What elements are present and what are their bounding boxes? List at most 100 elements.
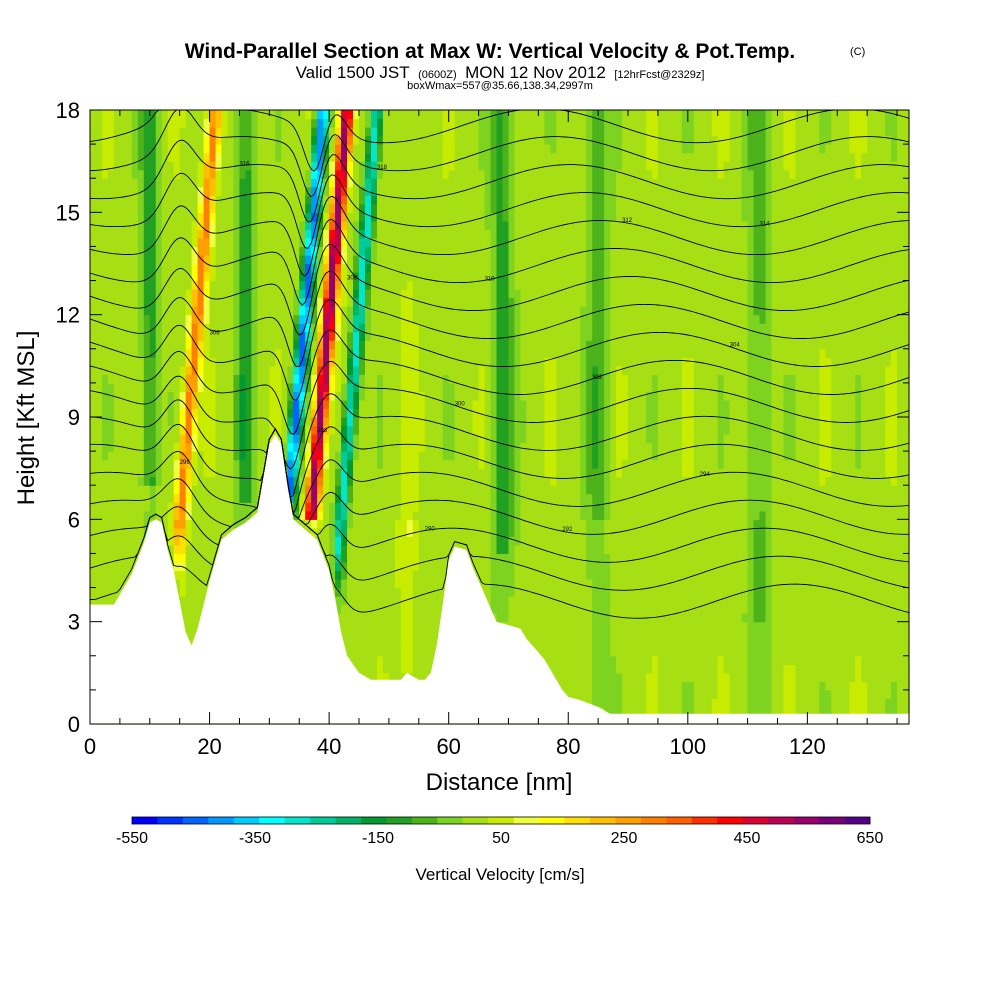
field-cell xyxy=(418,587,426,597)
field-cell xyxy=(412,621,420,631)
field-cell xyxy=(376,399,384,410)
field-cell xyxy=(376,161,384,171)
field-cell xyxy=(370,297,378,307)
field-cell xyxy=(418,186,426,196)
field-cell xyxy=(101,493,109,503)
field-cell xyxy=(263,297,270,307)
field-cell xyxy=(227,442,235,452)
field-cell xyxy=(442,314,450,324)
field-cell xyxy=(95,579,103,589)
field-cell xyxy=(472,195,480,205)
field-cell xyxy=(311,254,318,265)
field-cell xyxy=(406,365,414,375)
field-cell xyxy=(245,289,253,299)
field-cell xyxy=(107,476,115,486)
field-cell xyxy=(454,118,462,128)
field-cell xyxy=(394,451,402,461)
field-cell xyxy=(394,561,402,572)
field-cell xyxy=(359,451,366,461)
field-cell xyxy=(323,152,330,162)
field-cell xyxy=(364,638,372,648)
field-cell xyxy=(394,579,402,589)
field-cell xyxy=(149,272,157,282)
field-cell xyxy=(197,596,205,606)
field-cell xyxy=(472,510,480,520)
field-cell xyxy=(173,417,181,427)
field-cell xyxy=(341,544,348,555)
field-cell xyxy=(161,144,169,154)
field-cell xyxy=(412,570,420,580)
field-cell xyxy=(418,510,426,520)
field-cell xyxy=(376,135,384,145)
field-cell xyxy=(281,280,288,290)
field-cell xyxy=(245,391,253,401)
field-cell xyxy=(448,272,456,282)
field-cell xyxy=(442,323,450,333)
field-cell xyxy=(281,417,288,427)
field-cell xyxy=(107,553,115,563)
field-cell xyxy=(478,246,486,256)
field-cell xyxy=(317,348,324,358)
field-cell xyxy=(317,476,324,486)
field-cell xyxy=(430,340,438,350)
field-cell xyxy=(305,365,312,375)
field-cell xyxy=(281,297,288,307)
field-cell xyxy=(107,212,115,222)
field-cell xyxy=(436,144,444,154)
field-cell xyxy=(125,519,133,529)
field-cell xyxy=(125,357,133,367)
field-cell xyxy=(364,280,372,290)
field-cell xyxy=(131,553,139,563)
field-cell xyxy=(436,135,444,145)
field-cell xyxy=(233,178,241,188)
field-cell xyxy=(335,237,342,248)
field-cell xyxy=(245,417,253,427)
field-cell xyxy=(179,417,187,427)
field-cell xyxy=(311,144,318,154)
field-cell xyxy=(406,203,414,213)
field-cell xyxy=(323,237,330,248)
field-cell xyxy=(376,442,384,452)
field-cell xyxy=(341,118,348,128)
field-cell xyxy=(95,152,103,162)
field-cell xyxy=(107,144,115,154)
field-cell xyxy=(472,536,480,546)
field-cell xyxy=(329,323,336,333)
field-cell xyxy=(448,374,456,384)
field-cell xyxy=(311,127,318,137)
field-cell xyxy=(478,331,486,341)
field-cell xyxy=(442,237,450,248)
field-cell xyxy=(167,493,175,503)
field-cell xyxy=(131,178,139,188)
field-cell xyxy=(239,519,247,529)
field-cell xyxy=(388,434,396,444)
field-cell xyxy=(221,314,229,324)
field-cell xyxy=(95,348,103,358)
field-cell xyxy=(335,118,342,128)
field-cell xyxy=(275,195,282,205)
field-cell xyxy=(388,135,396,145)
field-cell xyxy=(317,289,324,299)
field-cell xyxy=(472,417,480,427)
field-cell xyxy=(370,306,378,316)
field-cell xyxy=(221,297,229,307)
field-cell xyxy=(203,161,211,171)
field-cell xyxy=(353,186,360,196)
field-cell xyxy=(293,280,300,290)
field-cell xyxy=(137,186,145,196)
field-cell xyxy=(149,110,157,120)
field-cell xyxy=(197,451,205,461)
field-cell xyxy=(490,306,498,316)
field-cell xyxy=(418,459,426,469)
field-cell xyxy=(299,263,306,273)
field-cell xyxy=(245,212,253,222)
field-cell xyxy=(107,161,115,171)
field-cell xyxy=(430,348,438,358)
field-cell xyxy=(197,434,205,444)
field-cell xyxy=(131,135,139,145)
field-cell xyxy=(95,161,103,171)
field-cell xyxy=(478,110,486,120)
field-cell xyxy=(215,365,223,375)
field-cell xyxy=(394,664,402,674)
field-cell xyxy=(167,468,175,478)
